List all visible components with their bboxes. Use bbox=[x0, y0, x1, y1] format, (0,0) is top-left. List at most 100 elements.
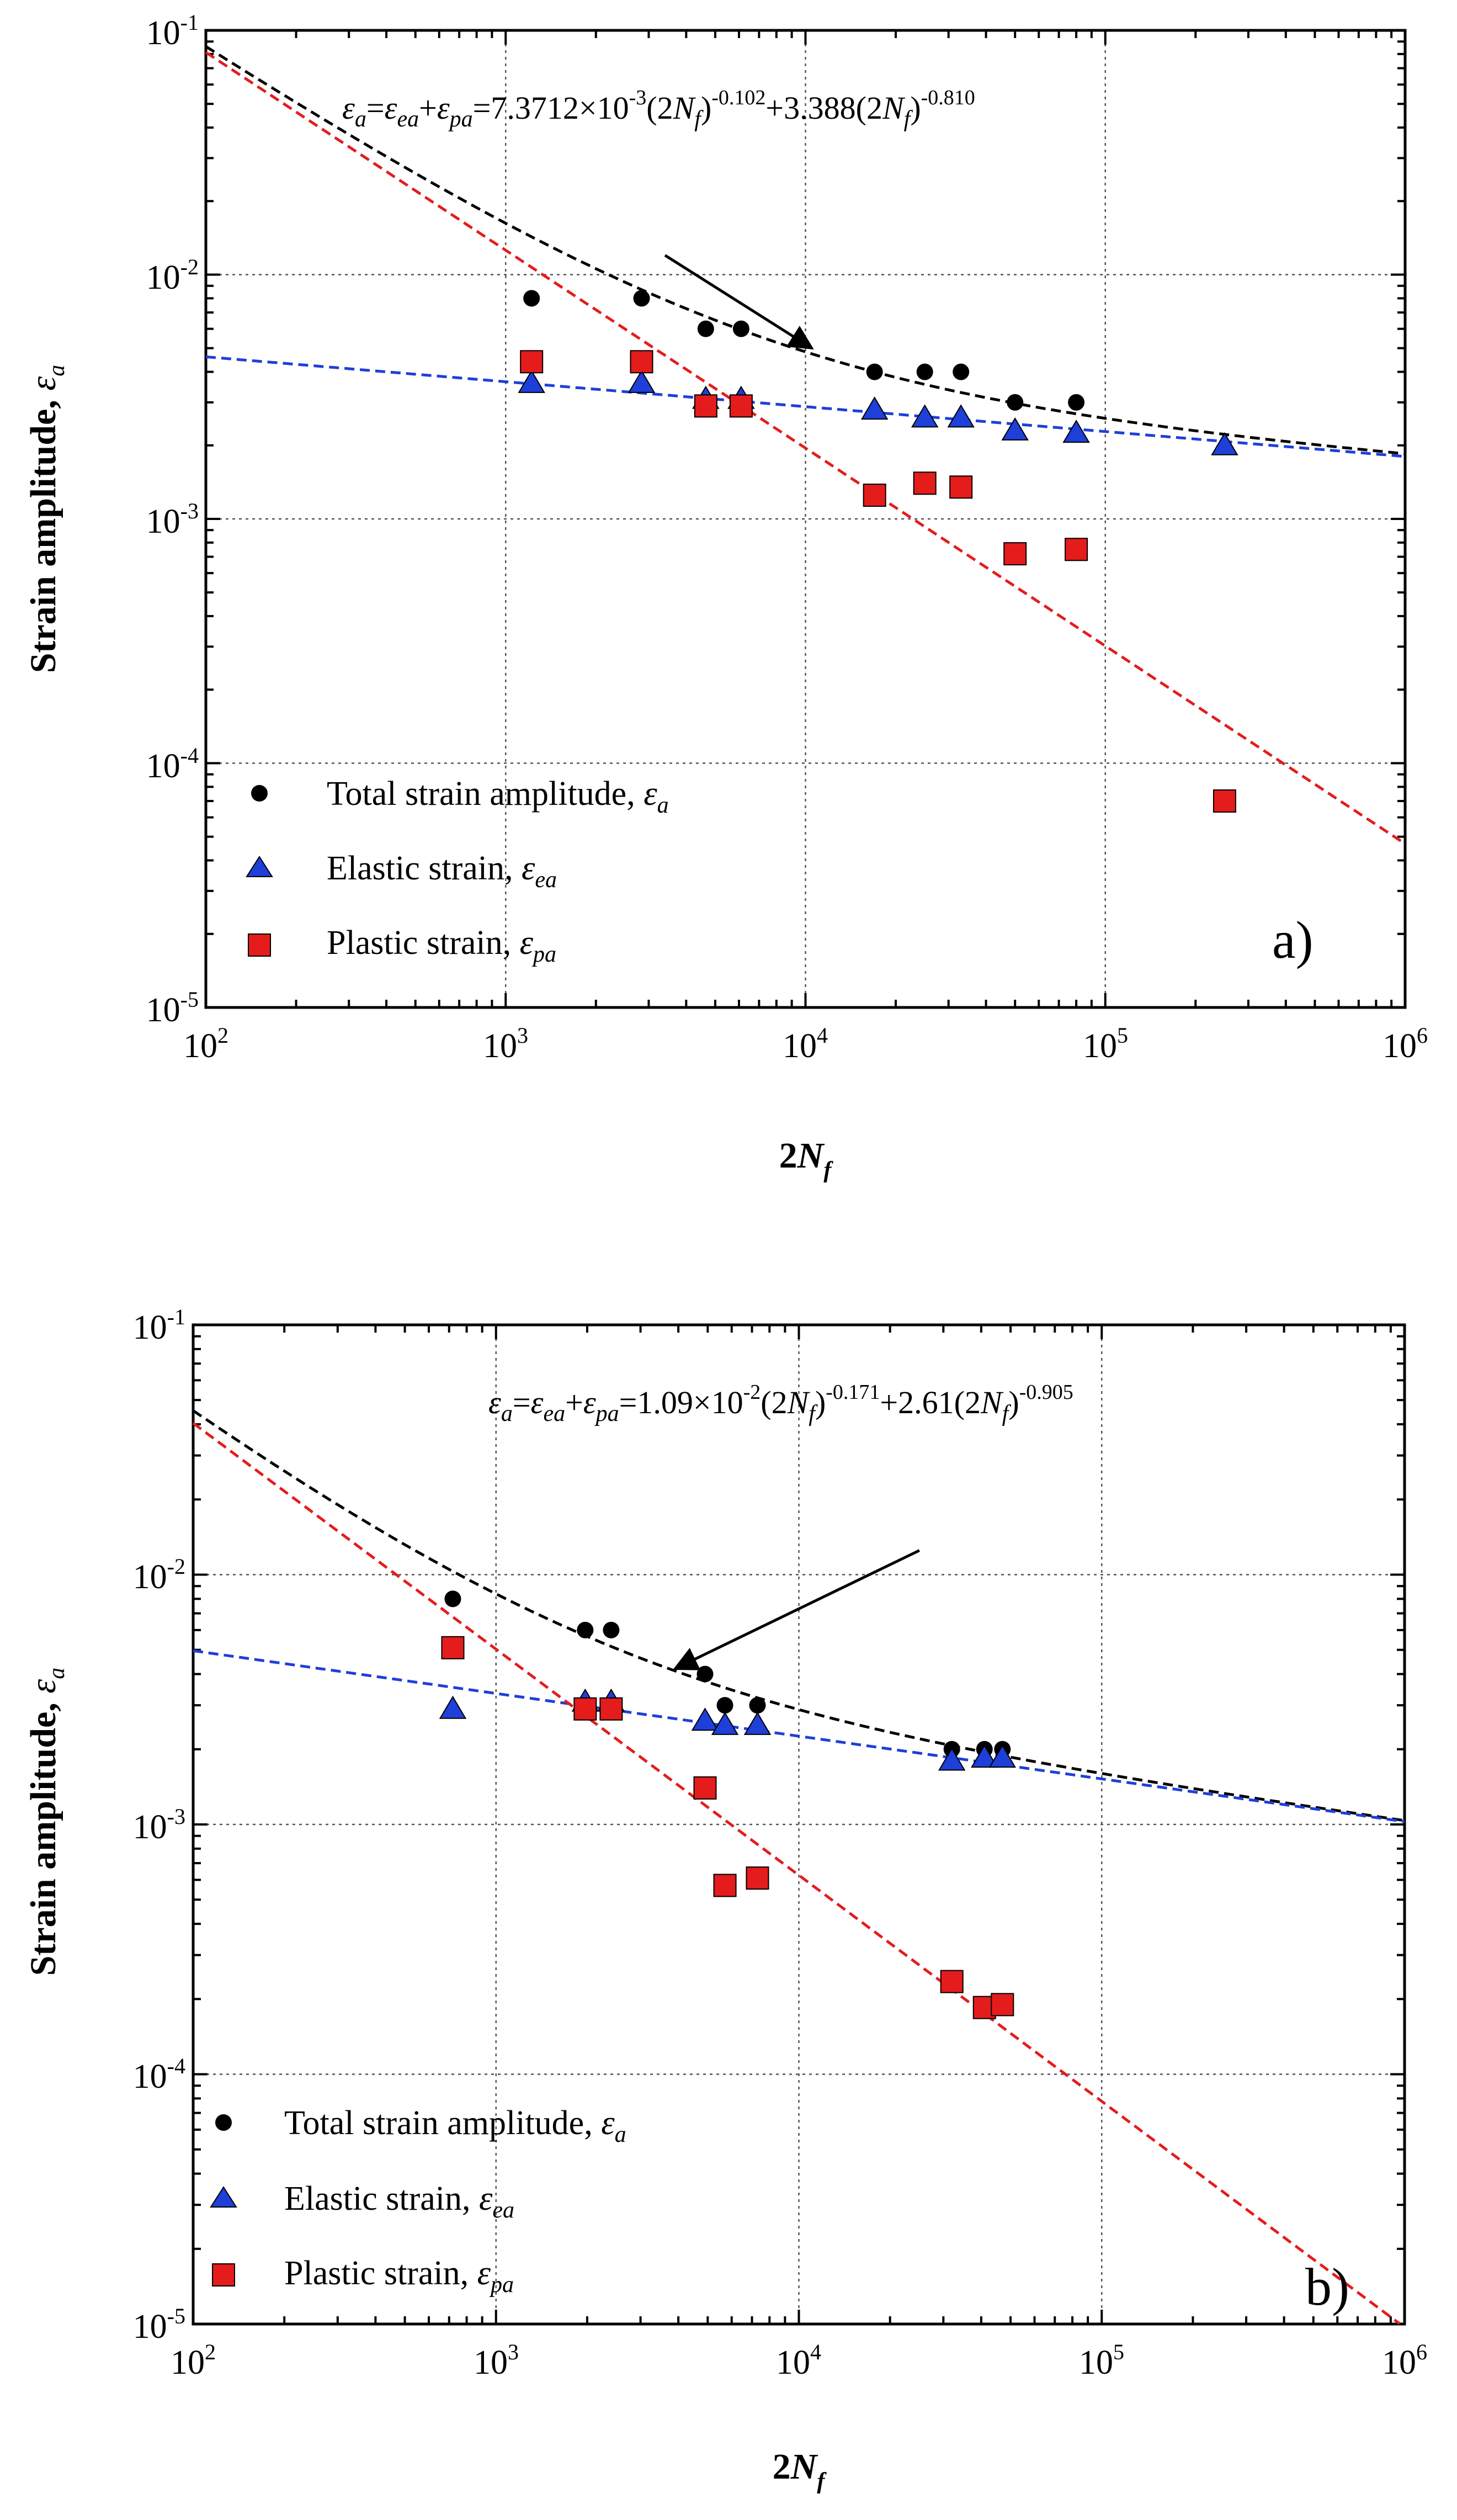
legend-a: Total strain amplitude, εa Elastic strai… bbox=[246, 775, 669, 967]
legend-marker-total bbox=[215, 2114, 232, 2131]
data-point-total bbox=[732, 320, 749, 337]
fit-equation-a: εa=εea+εpa=7.3712×10-3(2Nf)-0.102+3.388(… bbox=[342, 86, 975, 132]
tick-marks-a bbox=[205, 29, 1406, 1009]
x-tick-label: 102 bbox=[183, 1023, 228, 1065]
data-point-total bbox=[603, 1621, 620, 1638]
data-point-elastic bbox=[1211, 432, 1238, 455]
y-tick-label: 10-5 bbox=[133, 2304, 185, 2346]
data-point-plastic bbox=[1003, 542, 1027, 566]
data-point-plastic bbox=[520, 350, 544, 374]
x-tick-label: 104 bbox=[776, 2339, 821, 2381]
data-point-total bbox=[633, 290, 650, 307]
fit-line-total-fit bbox=[192, 1409, 1405, 1822]
data-point-elastic bbox=[743, 1711, 772, 1735]
data-point-total bbox=[444, 1590, 461, 1608]
x-tick-label: 105 bbox=[1079, 2339, 1124, 2381]
y-tick-label: 10-3 bbox=[133, 1804, 185, 1846]
data-point-plastic bbox=[863, 484, 886, 507]
y-tick-label: 10-2 bbox=[133, 1554, 185, 1596]
x-tick-labels-a: 102 103 104 105 106 bbox=[183, 1023, 1428, 1065]
data-point-plastic bbox=[441, 1636, 465, 1659]
equation-arrow-a bbox=[664, 254, 814, 350]
legend-marker-elastic bbox=[246, 856, 273, 877]
x-tick-label: 103 bbox=[483, 1023, 528, 1065]
y-tick-label: 10-1 bbox=[146, 10, 199, 52]
fit-line-total-fit bbox=[205, 45, 1406, 455]
legend-marker-elastic bbox=[210, 2186, 237, 2208]
legend-label-plastic: Plastic strain, εpa bbox=[284, 2254, 514, 2298]
data-point-plastic bbox=[599, 1697, 623, 1721]
data-point-plastic bbox=[630, 350, 653, 374]
data-point-plastic bbox=[1213, 789, 1236, 813]
x-tick-labels-b: 102 103 104 105 106 bbox=[171, 2339, 1427, 2381]
data-point-elastic bbox=[1001, 417, 1029, 441]
fit-line-plastic-fit bbox=[192, 1421, 1401, 2325]
legend-label-plastic: Plastic strain, εpa bbox=[327, 924, 556, 967]
data-point-elastic bbox=[711, 1711, 739, 1735]
y-tick-label: 10-5 bbox=[146, 987, 199, 1029]
legend-b: Total strain amplitude, εa Elastic strai… bbox=[210, 2104, 626, 2298]
x-tick-label: 105 bbox=[1083, 1023, 1128, 1065]
y-axis-title-b: Strain amplitude, εa bbox=[23, 1668, 70, 1976]
data-point-plastic bbox=[991, 1993, 1014, 2017]
y-tick-label: 10-2 bbox=[146, 254, 199, 296]
data-point-plastic bbox=[940, 1970, 964, 1993]
data-point-total bbox=[953, 363, 970, 380]
y-tick-label: 10-3 bbox=[146, 498, 199, 540]
data-point-elastic bbox=[518, 369, 545, 393]
x-tick-label: 106 bbox=[1382, 2339, 1427, 2381]
data-point-total bbox=[749, 1697, 766, 1714]
data-point-plastic bbox=[694, 394, 717, 418]
data-point-elastic bbox=[860, 396, 889, 420]
x-axis-title-b: 2Nf bbox=[773, 2447, 827, 2494]
data-point-total bbox=[523, 290, 540, 307]
data-marks-a bbox=[518, 290, 1238, 813]
y-tick-label: 10-4 bbox=[133, 2054, 185, 2095]
data-point-plastic bbox=[1065, 538, 1088, 561]
y-tick-labels-a: 10-5 10-4 10-3 10-2 10-1 bbox=[146, 10, 199, 1029]
y-axis-title-a: Strain amplitude, εa bbox=[23, 365, 70, 673]
fit-lines-a bbox=[205, 45, 1406, 845]
y-tick-label: 10-1 bbox=[133, 1304, 185, 1346]
y-tick-labels-b: 10-5 10-4 10-3 10-2 10-1 bbox=[133, 1304, 185, 2346]
legend-marker-total bbox=[251, 785, 268, 802]
data-point-total bbox=[716, 1697, 733, 1714]
data-point-plastic bbox=[746, 1866, 769, 1890]
grid-b bbox=[193, 1325, 1405, 2324]
data-point-elastic bbox=[938, 1747, 966, 1771]
fit-equation-b: εa=εea+εpa=1.09×10-2(2Nf)-0.171+2.61(2Nf… bbox=[488, 1381, 1073, 1426]
data-point-total bbox=[1007, 394, 1024, 411]
data-marks-b bbox=[439, 1590, 1017, 2019]
fit-line-elastic-fit bbox=[193, 1649, 1405, 1823]
legend-label-elastic: Elastic strain, εea bbox=[327, 850, 557, 893]
chart-panel-a: 10-5 10-4 10-3 10-2 10-1 102 103 104 105… bbox=[23, 10, 1428, 1183]
fit-line-plastic-fit bbox=[205, 51, 1406, 845]
data-point-elastic bbox=[628, 369, 656, 393]
x-tick-label: 106 bbox=[1382, 1023, 1428, 1065]
data-point-elastic bbox=[439, 1695, 467, 1719]
data-point-total bbox=[577, 1621, 594, 1638]
data-point-plastic bbox=[713, 1874, 737, 1897]
data-point-plastic bbox=[729, 394, 753, 418]
tick-marks-b bbox=[192, 1324, 1406, 2325]
x-tick-label: 102 bbox=[171, 2339, 216, 2381]
grid-a bbox=[206, 30, 1405, 1007]
data-point-total bbox=[916, 363, 933, 380]
data-point-elastic bbox=[691, 1707, 719, 1731]
data-point-elastic bbox=[1062, 420, 1090, 443]
legend-label-total: Total strain amplitude, εa bbox=[284, 2104, 626, 2147]
data-point-total bbox=[866, 363, 883, 380]
x-tick-label: 103 bbox=[474, 2339, 519, 2381]
data-point-elastic bbox=[988, 1744, 1017, 1768]
data-point-total bbox=[696, 1665, 714, 1683]
data-point-total bbox=[1068, 394, 1085, 411]
legend-label-total: Total strain amplitude, εa bbox=[327, 775, 669, 818]
data-point-plastic bbox=[949, 475, 973, 499]
y-tick-label: 10-4 bbox=[146, 743, 199, 785]
panel-label-b: b) bbox=[1305, 2257, 1349, 2316]
data-point-total bbox=[697, 320, 714, 337]
fit-lines-b bbox=[192, 1409, 1405, 2325]
equation-arrow-b bbox=[673, 1549, 920, 1670]
